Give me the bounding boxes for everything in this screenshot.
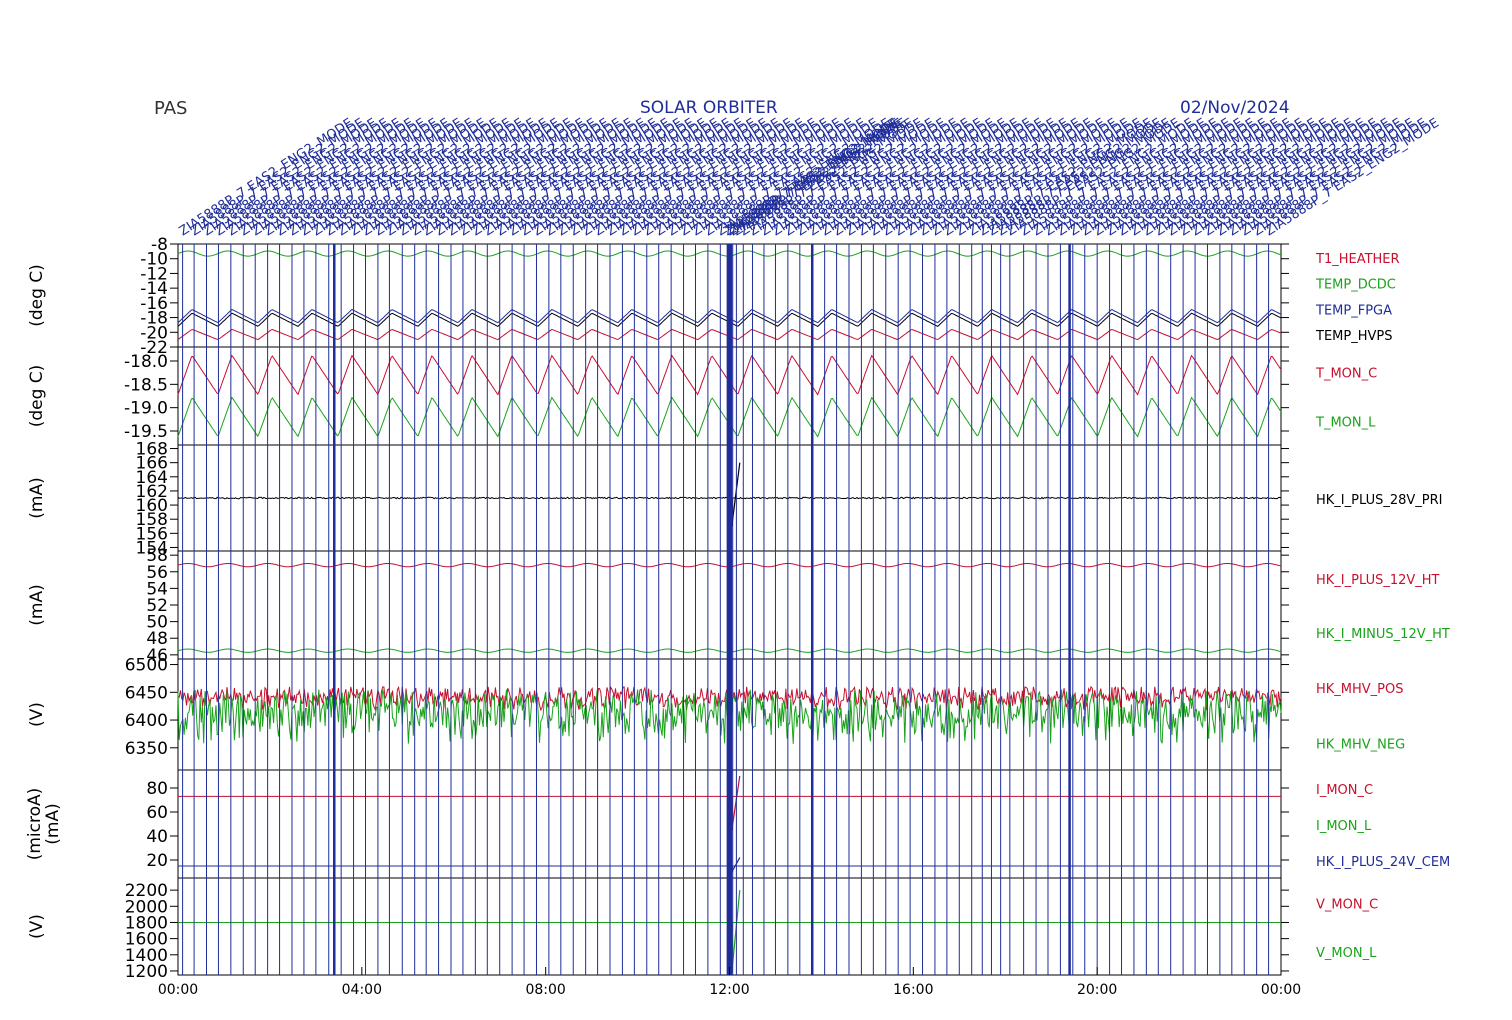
legend-hk-mhv-pos: HK_MHV_POS [1316, 682, 1404, 697]
x-tick-label: 04:00 [342, 982, 382, 998]
y-axis-label: (V) [27, 914, 47, 939]
y-tick-label: -10 [140, 250, 168, 270]
y-tick-label: 48 [146, 629, 168, 649]
legend-v-mon-c: V_MON_C [1316, 897, 1378, 912]
y-tick-label: 1800 [125, 913, 168, 933]
x-axis: 00:00 04:00 08:00 12:00 16:00 20:00 00:00 [158, 967, 1301, 998]
legend-temp-dcdc: TEMP_DCDC [1315, 278, 1396, 293]
legend-i-mon-l: I_MON_L [1316, 819, 1372, 834]
y-axis-label-2: (mA) [43, 803, 63, 844]
x-tick-label: 08:00 [525, 982, 565, 998]
legend-hk-i-plus-12v-ht: HK_I_PLUS_12V_HT [1316, 573, 1440, 588]
y-tick-label: 166 [136, 454, 168, 474]
x-tick-label: 12:00 [709, 982, 749, 998]
x-tick-label: 00:00 [1261, 982, 1301, 998]
y-tick-label: 156 [136, 524, 168, 544]
y-tick-label: 2200 [125, 881, 168, 901]
y-tick-label: 1200 [125, 962, 168, 982]
y-tick-label: -19.0 [124, 399, 168, 419]
y-tick-label: 40 [146, 827, 168, 847]
y-tick-label: 158 [136, 510, 168, 530]
y-tick-label: 6350 [125, 739, 168, 759]
legend-temp-hvps: TEMP_HVPS [1315, 329, 1392, 344]
y-tick-label: 1600 [125, 930, 168, 950]
legend-i-mon-c: I_MON_C [1316, 783, 1373, 798]
y-axis-label: (V) [27, 702, 47, 727]
y-tick-label: 20 [146, 851, 168, 871]
legend-hk-i-plus-28v-pri: HK_I_PLUS_28V_PRI [1316, 493, 1442, 508]
y-axis-label: (deg C) [27, 264, 47, 327]
y-tick-label: 160 [136, 496, 168, 516]
y-tick-label: 46 [146, 646, 168, 666]
y-tick-label: 58 [146, 546, 168, 566]
y-tick-label: -16 [140, 294, 168, 314]
y-tick-label: 60 [146, 803, 168, 823]
y-tick-label: -19.5 [124, 422, 168, 442]
y-tick-label: -18 [140, 309, 168, 329]
legend-hk-i-minus-12v-ht: HK_I_MINUS_12V_HT [1316, 627, 1450, 642]
legend-temp-fpga: TEMP_FPGA [1315, 303, 1392, 318]
legend-hk-mhv-neg: HK_MHV_NEG [1316, 737, 1405, 752]
event-lines [182, 244, 1270, 975]
panel-tmon: -18.0 -18.5 -19.0 -19.5 (deg C) T_MON_C T_MON_… [27, 346, 1377, 446]
y-tick-label: 154 [136, 538, 168, 558]
legend-t-mon-c: T_MON_C [1315, 367, 1377, 382]
y-tick-label: 6400 [125, 711, 168, 731]
y-tick-label: 56 [146, 563, 168, 583]
legend-t-mon-l: T_MON_L [1315, 416, 1376, 431]
y-tick-label: -14 [140, 279, 168, 299]
x-tick-label: 16:00 [893, 982, 933, 998]
legend-t1-heather: T1_HEATHER [1315, 252, 1400, 267]
y-tick-label: 50 [146, 613, 168, 633]
y-axis-label: (microA) [25, 788, 45, 861]
panel-imon: 20 40 60 80 (microA)(mA) I_MON_C I_MON_L HK_I_P… [25, 769, 1450, 879]
y-axis-label: (deg C) [27, 365, 47, 428]
y-tick-label: 162 [136, 482, 168, 502]
y-tick-label: 6450 [125, 683, 168, 703]
y-tick-label: 2000 [125, 897, 168, 917]
legend-hk-i-plus-24v-cem: HK_I_PLUS_24V_CEM [1316, 855, 1450, 870]
x-tick-label: 20:00 [1077, 982, 1117, 998]
y-tick-label: -20 [140, 323, 168, 343]
y-tick-label: 54 [146, 579, 168, 599]
y-tick-label: 52 [146, 596, 168, 616]
y-tick-label: 6500 [125, 656, 168, 676]
mission-title: SOLAR ORBITER [640, 98, 778, 118]
date-title: 02/Nov/2024 [1180, 98, 1290, 118]
y-tick-label: -18.0 [124, 352, 168, 372]
y-tick-label: -8 [151, 235, 168, 255]
y-tick-label: 80 [146, 779, 168, 799]
panel-mhv: 6350 6400 6450 6500 (V) HK_MHV_POS HK_MHV_NEG [27, 656, 1405, 771]
panel-temps: -8-10-12-14-16-18-20-22 (deg C) T1_HEATHER… [27, 235, 1400, 358]
y-axis-label: (mA) [27, 584, 47, 625]
legend-v-mon-l: V_MON_L [1316, 946, 1377, 961]
y-tick-label: -12 [140, 264, 168, 284]
y-tick-label: 164 [136, 468, 168, 488]
y-axis-label: (mA) [27, 477, 47, 518]
y-tick-label: 168 [136, 440, 168, 460]
y-tick-label: -18.5 [124, 375, 168, 395]
y-tick-label: -22 [140, 338, 168, 358]
y-tick-label: 1400 [125, 946, 168, 966]
instrument-title: PAS [154, 98, 188, 119]
x-tick-label: 00:00 [158, 982, 198, 998]
